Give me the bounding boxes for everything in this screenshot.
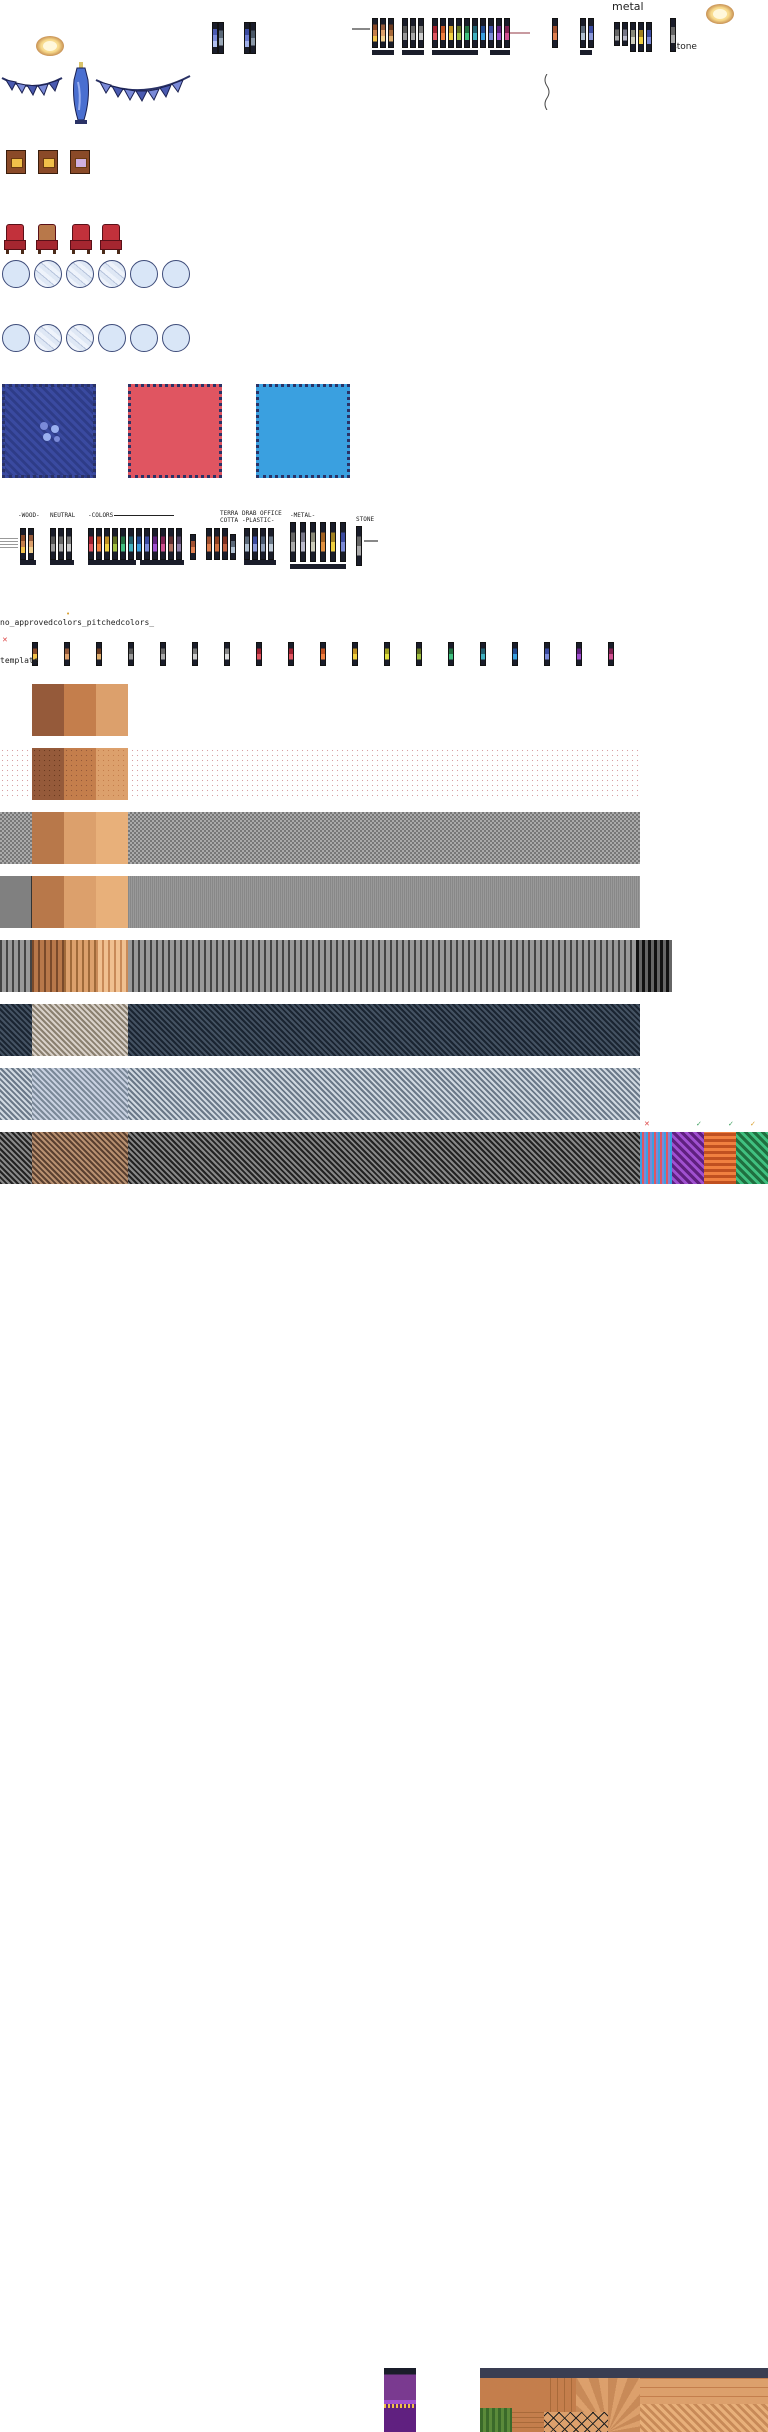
cabinet-icon: [70, 150, 90, 174]
check-icon: ✓: [728, 1120, 734, 1128]
template-stripe-slate-light: [0, 1068, 640, 1120]
pattern-sample: [704, 1132, 736, 1184]
approved-swatch-row: [30, 642, 620, 670]
neutral-label: NEUTRAL: [50, 512, 76, 519]
plate-icon: [98, 324, 126, 352]
wood-light-swatch: [96, 684, 128, 736]
cabinet-icon: [6, 150, 26, 174]
metal-heading: metal: [612, 0, 644, 13]
plate-icon: [98, 260, 126, 288]
colors-label: -COLORS: [88, 512, 114, 519]
stone-label: STONE: [356, 516, 375, 523]
check-icon: ✓: [750, 1120, 756, 1128]
approved-colors-label: no_approvedcolors_pitchedcolors_: [0, 618, 155, 627]
template-stripe-plain: [0, 684, 128, 736]
close-icon: ✕: [644, 1120, 650, 1128]
pattern-sample: [736, 1132, 768, 1184]
template-label: template: [0, 656, 39, 665]
squiggle-divider: [544, 74, 550, 110]
template-stripe-gray: [0, 876, 640, 928]
template-stripe-slate: [0, 1004, 640, 1056]
labeled-palette: -WOOD- NEUTRAL -COLORS TERRA COTTA DRAB …: [0, 508, 380, 572]
plate-icon: [162, 260, 190, 288]
plate-icon: [130, 324, 158, 352]
vase-icon: [73, 62, 89, 124]
rug-icon: [2, 384, 96, 478]
template-stripe-lattice: [0, 1132, 640, 1184]
pennant-banner-icon: [1, 75, 191, 103]
rug-icon: [256, 384, 350, 478]
plate-icon: [2, 260, 30, 288]
wood-dark-swatch: [32, 684, 64, 736]
template-stripe-dotted: [0, 748, 640, 800]
wood-floor-tiles: [480, 2368, 768, 2432]
plate-icon: [66, 260, 94, 288]
purple-tile: [384, 2368, 416, 2432]
top-palette-strip: [352, 18, 692, 58]
ceiling-lamp-icon: [706, 4, 734, 24]
armchair-icon: [70, 224, 92, 254]
plate-icon: [2, 324, 30, 352]
plate-icon: [162, 324, 190, 352]
dot-icon: •: [66, 610, 71, 618]
check-icon: ✓: [696, 1120, 702, 1128]
cabinet-icon: [38, 150, 58, 174]
pattern-sample: [672, 1132, 704, 1184]
plate-icon: [34, 260, 62, 288]
armchair-icon: [36, 224, 58, 254]
plate-icon: [66, 324, 94, 352]
template-stripe-checker: [0, 812, 640, 864]
pattern-sample: [640, 1132, 672, 1184]
drab-office-plastic-label: DRAB OFFICE -PLASTIC-: [242, 510, 282, 524]
armchair-icon: [4, 224, 26, 254]
rug-motif-icon: [40, 422, 60, 442]
terra-cotta-label: TERRA COTTA: [220, 510, 239, 524]
template-stripe-vertical: [0, 940, 672, 992]
stone-heading: stone: [672, 42, 697, 52]
wood-label: -WOOD-: [18, 512, 40, 519]
metal-label: -METAL-: [290, 512, 316, 519]
rug-icon: [128, 384, 222, 478]
armchair-icon: [100, 224, 122, 254]
close-icon: ✕: [2, 636, 8, 644]
plate-icon: [130, 260, 158, 288]
plate-icon: [34, 324, 62, 352]
ceiling-lamp-icon: [36, 36, 64, 56]
wood-mid-swatch: [64, 684, 96, 736]
